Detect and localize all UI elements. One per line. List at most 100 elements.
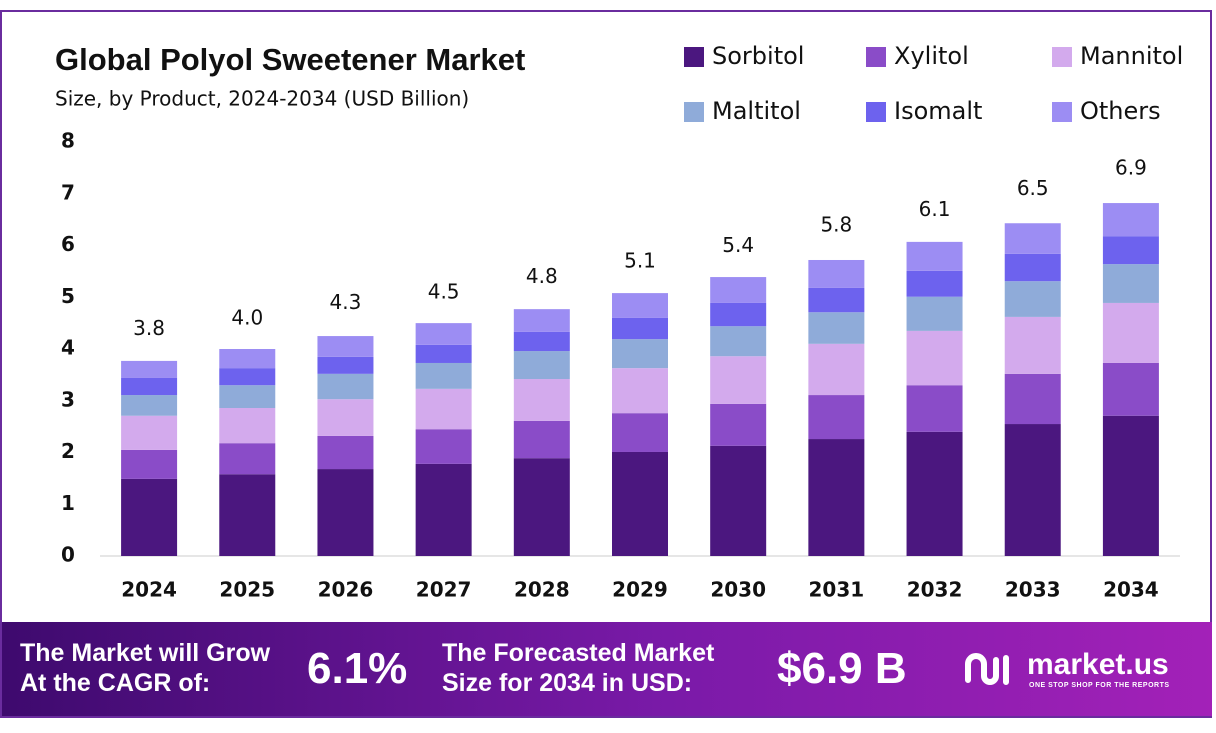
- chart-subtitle: Size, by Product, 2024-2034 (USD Billion…: [55, 87, 469, 111]
- bar-segment: [612, 293, 668, 318]
- bar-segment: [710, 277, 767, 303]
- legend-label: Maltitol: [712, 97, 801, 125]
- y-tick-label: 8: [61, 129, 75, 153]
- bar-segment: [1102, 302, 1159, 363]
- bar-segment: [415, 463, 472, 556]
- y-tick-label: 3: [61, 387, 75, 411]
- bar-segment: [1004, 424, 1061, 556]
- bar-segment: [1102, 264, 1159, 303]
- bar-segment: [121, 415, 178, 450]
- bar-segment: [317, 435, 374, 470]
- bar-segment: [317, 336, 374, 357]
- y-tick-label: 5: [61, 284, 75, 308]
- y-tick-label: 0: [61, 543, 75, 567]
- bar-segment: [415, 344, 472, 363]
- total-label: 5.4: [722, 233, 754, 257]
- bar-segment: [710, 356, 767, 404]
- legend-label: Isomalt: [894, 97, 982, 125]
- bar-segment: [513, 331, 570, 352]
- bar-segment: [808, 395, 865, 440]
- legend-swatch: [1052, 47, 1072, 67]
- bar-segment: [317, 356, 374, 374]
- forecast-text: The Forecasted Market Size for 2034 in U…: [442, 639, 715, 697]
- total-label: 4.8: [526, 264, 558, 288]
- x-tick-label: 2026: [318, 578, 374, 602]
- legend-label: Others: [1080, 97, 1161, 125]
- total-label: 6.1: [919, 197, 951, 221]
- y-tick-label: 6: [61, 232, 75, 256]
- x-tick-label: 2032: [907, 578, 963, 602]
- forecast-value: $6.9 B: [777, 644, 907, 693]
- bar-segment: [906, 241, 963, 271]
- y-tick-label: 7: [61, 180, 75, 204]
- y-tick-label: 4: [61, 336, 75, 360]
- bar-segment: [808, 259, 865, 288]
- bar-segment: [415, 362, 472, 389]
- bar-segment: [317, 373, 374, 400]
- x-tick-label: 2024: [121, 578, 177, 602]
- total-label: 4.0: [231, 306, 263, 330]
- legend-swatch: [684, 102, 704, 122]
- bar-segment: [808, 287, 865, 313]
- cagr-value: 6.1%: [307, 644, 408, 693]
- bar-segment: [710, 403, 767, 446]
- bar-segment: [1102, 236, 1159, 265]
- bar-segment: [808, 343, 865, 396]
- brand-logo: [965, 653, 1009, 685]
- bar-segment: [219, 443, 276, 475]
- bar-segment: [121, 478, 178, 556]
- total-label: 6.5: [1017, 176, 1049, 200]
- legend-label: Mannitol: [1080, 42, 1183, 70]
- total-label: 6.9: [1115, 155, 1147, 179]
- x-tick-label: 2028: [514, 578, 570, 602]
- x-tick-label: 2034: [1103, 578, 1159, 602]
- legend-swatch: [1052, 102, 1072, 122]
- bar-segment: [906, 270, 963, 297]
- brand-tagline: ONE STOP SHOP FOR THE REPORTS: [1029, 682, 1170, 689]
- bar-segment: [415, 388, 472, 430]
- total-label: 4.3: [330, 290, 362, 314]
- legend-swatch: [866, 47, 886, 67]
- bar-segment: [317, 399, 374, 436]
- legend-label: Sorbitol: [712, 42, 804, 70]
- bar-segment: [513, 420, 570, 459]
- total-label: 5.8: [820, 212, 852, 236]
- bar-segment: [513, 458, 570, 556]
- bar-segment: [612, 339, 668, 369]
- bar-segment: [612, 368, 668, 414]
- bar-segment: [906, 330, 963, 386]
- bar-segment: [121, 395, 178, 416]
- bar-segment: [121, 360, 178, 378]
- x-tick-label: 2027: [416, 578, 472, 602]
- bar-segment: [906, 296, 963, 331]
- bar-segment: [513, 379, 570, 421]
- bar-segment: [219, 368, 276, 386]
- bar-segment: [906, 385, 963, 432]
- brand-name: market.us: [1027, 648, 1169, 681]
- bar-segment: [1102, 203, 1159, 237]
- cagr-text: The Market will Grow At the CAGR of:: [20, 639, 271, 697]
- chart-frame: [0, 10, 1212, 718]
- bar-segment: [219, 407, 276, 444]
- total-label: 5.1: [624, 249, 656, 273]
- bar-segment: [1004, 253, 1061, 282]
- bar-segment: [121, 377, 178, 396]
- bar-segment: [612, 451, 668, 556]
- x-tick-label: 2025: [219, 578, 275, 602]
- bar-segment: [808, 439, 865, 556]
- bar-segment: [1004, 223, 1061, 254]
- x-tick-label: 2029: [612, 578, 668, 602]
- legend-label: Xylitol: [894, 42, 969, 70]
- total-label: 4.5: [428, 280, 460, 304]
- bar-segment: [1004, 373, 1061, 425]
- bar-segment: [710, 445, 767, 556]
- footer: The Market will Grow At the CAGR of: 6.1…: [2, 622, 1212, 716]
- bar-segment: [415, 323, 472, 345]
- bar-segment: [1004, 316, 1061, 374]
- bar-segment: [612, 317, 668, 340]
- bar-segment: [219, 474, 276, 556]
- bar-segment: [513, 309, 570, 332]
- bar-segment: [710, 326, 767, 357]
- chart-title: Global Polyol Sweetener Market: [55, 42, 525, 77]
